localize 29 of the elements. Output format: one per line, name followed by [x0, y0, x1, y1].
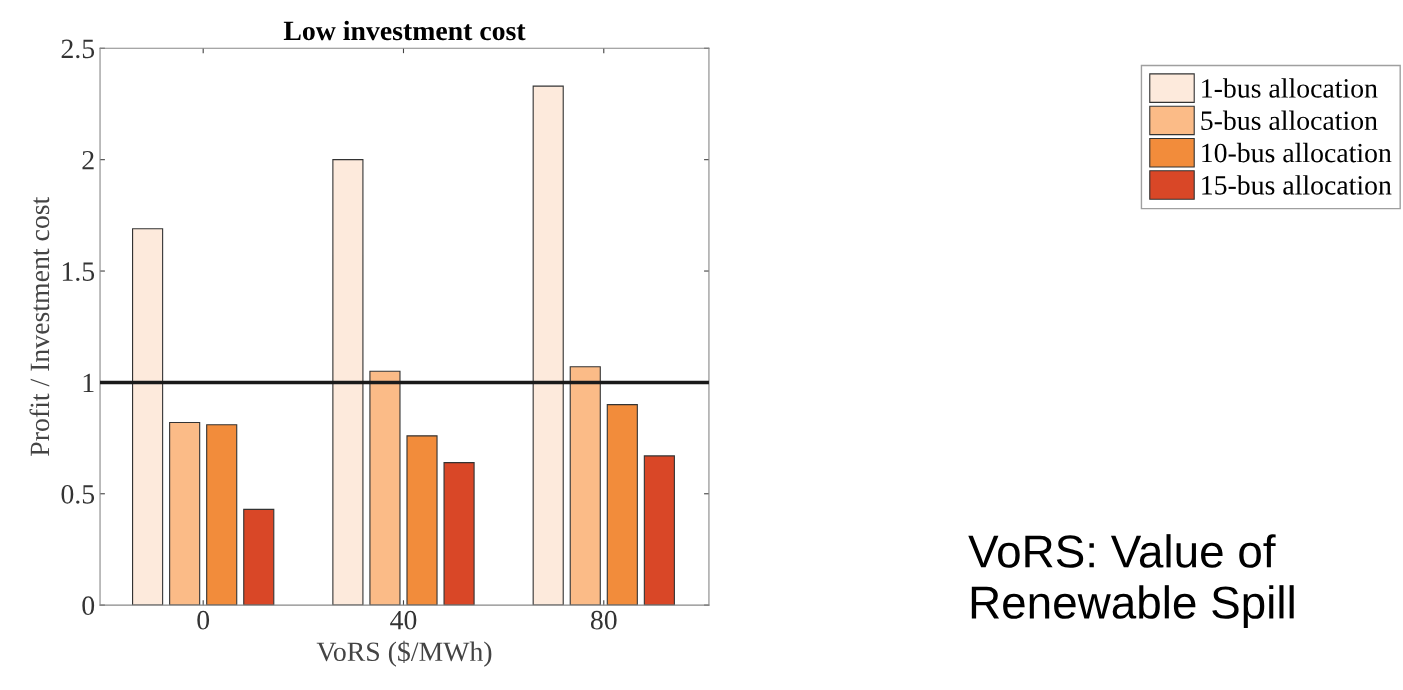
bar	[369, 370, 401, 606]
y-tick-label: 1	[83, 373, 94, 393]
chart-title: Low investment cost	[283, 20, 526, 41]
legend-label: 15-bus allocation	[1202, 175, 1392, 195]
legend-label: 5-bus allocation	[1201, 110, 1378, 131]
x-tick-label: 80	[590, 610, 617, 630]
y-tick-label: 0.5	[61, 484, 95, 504]
legend-label: 1-bus allocation	[1202, 78, 1378, 98]
y-tick-label: 0	[82, 596, 95, 616]
y-axis-title: Profit / Investment cost	[29, 196, 50, 456]
y-tick-label: 2.5	[61, 39, 95, 59]
bar	[132, 228, 164, 606]
legend-label: 10-bus allocation	[1202, 142, 1392, 163]
x-tick-label: 0	[197, 610, 210, 630]
bar	[406, 435, 438, 606]
text: VoRS: Value of Renewable Spill	[968, 534, 1294, 628]
x-tick-label: 40	[390, 610, 417, 630]
bar	[169, 421, 201, 606]
bar	[569, 366, 601, 606]
bar	[643, 455, 675, 606]
bar	[243, 508, 275, 606]
bar	[332, 159, 364, 606]
bar	[532, 85, 564, 606]
bar	[606, 404, 638, 606]
y-tick-label: 2	[82, 150, 94, 170]
bar	[206, 424, 238, 606]
bar	[443, 462, 475, 606]
x-axis-title: VoRS ($/MWh)	[316, 640, 492, 667]
y-tick-label: 1.5	[62, 262, 95, 282]
